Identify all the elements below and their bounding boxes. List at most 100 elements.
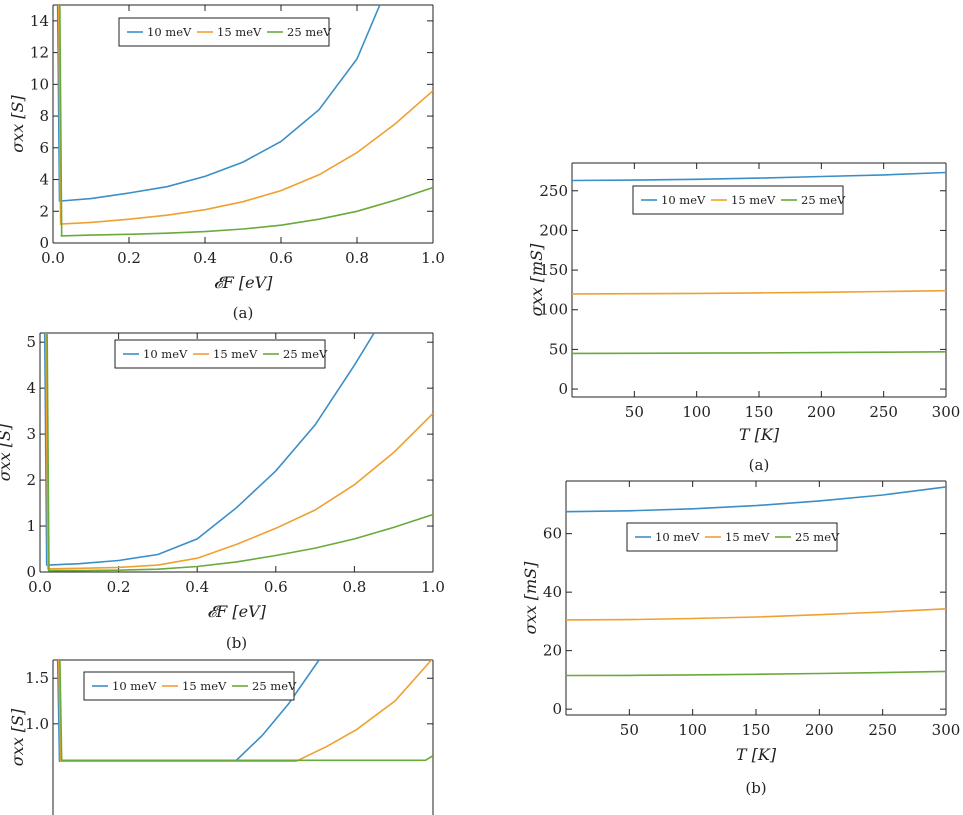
- y-tick-label: 100: [539, 301, 568, 319]
- x-tick-label: 0.0: [41, 249, 65, 267]
- y-tick-label: 2: [26, 471, 36, 489]
- y-tick-label: 200: [539, 221, 568, 239]
- x-tick-label: 0.2: [117, 249, 141, 267]
- series-line-1: [56, 660, 320, 762]
- x-tick-label: 0.4: [193, 249, 217, 267]
- y-axis-label: σxx [mS]: [521, 561, 540, 634]
- y-tick-label: 0: [552, 700, 562, 718]
- x-tick-label: 200: [807, 403, 836, 421]
- legend-entry-3: 25 meV: [287, 25, 332, 39]
- series-line-3: [572, 351, 946, 355]
- y-tick-label: 250: [539, 182, 568, 200]
- y-tick-label: 1.5: [25, 669, 49, 687]
- panel-caption: (b): [226, 634, 247, 652]
- panel-caption: (a): [749, 456, 770, 474]
- x-tick-label: 0.8: [345, 249, 369, 267]
- x-tick-label: 0.8: [342, 578, 366, 596]
- x-tick-label: 0.0: [28, 578, 52, 596]
- x-tick-label: 100: [678, 721, 707, 739]
- series-line-2: [45, 333, 433, 570]
- series-line-1: [572, 171, 946, 182]
- legend-entry-1: 10 meV: [655, 530, 700, 544]
- legend: 10 meV 15 meV 25 meV: [118, 17, 332, 47]
- x-axis-label: T [K]: [736, 745, 777, 764]
- y-tick-label: 6: [39, 139, 49, 157]
- chart-right-b: 0 20 40 60 50 100 150 200 250 300 σxx [mS] T [K] (b)…: [521, 480, 961, 797]
- plot-area: [56, 5, 433, 237]
- y-tick-label: 50: [549, 340, 568, 358]
- y-tick-label: 0: [558, 380, 568, 398]
- panel-caption: (a): [233, 304, 254, 322]
- y-tick-label: 4: [26, 379, 36, 397]
- x-tick-label: 0.6: [269, 249, 293, 267]
- x-tick-label: 0.4: [185, 578, 209, 596]
- legend-entry-2: 15 meV: [182, 679, 227, 693]
- x-tick-label: 150: [745, 403, 774, 421]
- y-tick-label: 40: [543, 583, 562, 601]
- series-line-3: [566, 670, 946, 677]
- y-axis-label: σxx [mS]: [527, 243, 546, 316]
- series-line-3: [46, 333, 433, 572]
- plot-area: [43, 333, 433, 572]
- x-tick-label: 50: [620, 721, 639, 739]
- series-line-3: [59, 5, 433, 237]
- y-tick-label: 0: [39, 234, 49, 252]
- chart-left-a: 0 2 4 6 8 10 12 14 0.0 0.2 0.4 0.6 0.8 1.0 σxx [S] 𝓔F […: [8, 4, 445, 322]
- legend-entry-1: 10 meV: [143, 347, 188, 361]
- y-tick-label: 5: [26, 333, 36, 351]
- x-tick-label: 1.0: [421, 578, 445, 596]
- legend-entry-2: 15 meV: [217, 25, 262, 39]
- plot-area: [56, 660, 433, 762]
- legend-entry-1: 10 meV: [661, 193, 706, 207]
- x-tick-label: 300: [932, 721, 961, 739]
- y-tick-label: 2: [39, 202, 49, 220]
- legend-entry-3: 25 meV: [795, 530, 840, 544]
- panel-caption: (b): [745, 779, 766, 797]
- y-axis-label: σxx [S]: [8, 708, 27, 766]
- x-axis-label: 𝓔F [eV]: [214, 273, 274, 292]
- x-tick-label: 300: [932, 403, 961, 421]
- chart-right-a: 0 50 100 150 200 250 50 100 150 200 250 300 σxx [mS]…: [527, 162, 961, 474]
- legend-entry-1: 10 meV: [112, 679, 157, 693]
- legend: 10 meV 15 meV 25 meV: [114, 339, 328, 369]
- y-tick-label: 60: [543, 525, 562, 543]
- x-tick-label: 100: [682, 403, 711, 421]
- plot-area: [566, 486, 946, 677]
- legend-entry-2: 15 meV: [213, 347, 258, 361]
- y-tick-label: 150: [539, 261, 568, 279]
- chart-left-b: 0 1 2 3 4 5 0.0 0.2 0.4 0.6 0.8 1.0 σxx [S] 𝓔F [eV] (b…: [0, 332, 445, 652]
- plot-area: [572, 171, 946, 355]
- chart-left-c: 1.0 1.5 σxx [S] 10 meV 15 meV 25 meV: [8, 659, 434, 815]
- x-tick-label: 150: [742, 721, 771, 739]
- y-tick-label: 1.0: [25, 715, 49, 733]
- y-tick-label: 0: [26, 563, 36, 581]
- legend-entry-2: 15 meV: [731, 193, 776, 207]
- y-tick-label: 4: [39, 171, 49, 189]
- x-tick-label: 250: [869, 403, 898, 421]
- legend-entry-3: 25 meV: [801, 193, 846, 207]
- x-tick-label: 200: [805, 721, 834, 739]
- x-axis-label: T [K]: [739, 425, 780, 444]
- y-axis-label: σxx [S]: [8, 94, 27, 152]
- x-tick-label: 1.0: [421, 249, 445, 267]
- y-tick-label: 12: [30, 44, 49, 62]
- series-line-2: [57, 660, 433, 762]
- y-tick-label: 3: [26, 425, 36, 443]
- y-axis-label: σxx [S]: [0, 423, 14, 481]
- legend-entry-3: 25 meV: [252, 679, 297, 693]
- legend-entry-1: 10 meV: [147, 25, 192, 39]
- series-line-2: [566, 608, 946, 621]
- series-line-1: [566, 486, 946, 513]
- legend-entry-2: 15 meV: [725, 530, 770, 544]
- x-axis-label: 𝓔F [eV]: [207, 602, 267, 621]
- series-line-2: [572, 289, 946, 295]
- y-tick-label: 8: [39, 107, 49, 125]
- y-tick-label: 14: [30, 12, 49, 30]
- series-line-3: [59, 660, 433, 762]
- x-tick-label: 250: [868, 721, 897, 739]
- y-tick-label: 1: [26, 517, 36, 535]
- legend-entry-3: 25 meV: [283, 347, 328, 361]
- y-tick-label: 10: [30, 75, 49, 93]
- legend: 10 meV 15 meV 25 meV: [626, 522, 840, 552]
